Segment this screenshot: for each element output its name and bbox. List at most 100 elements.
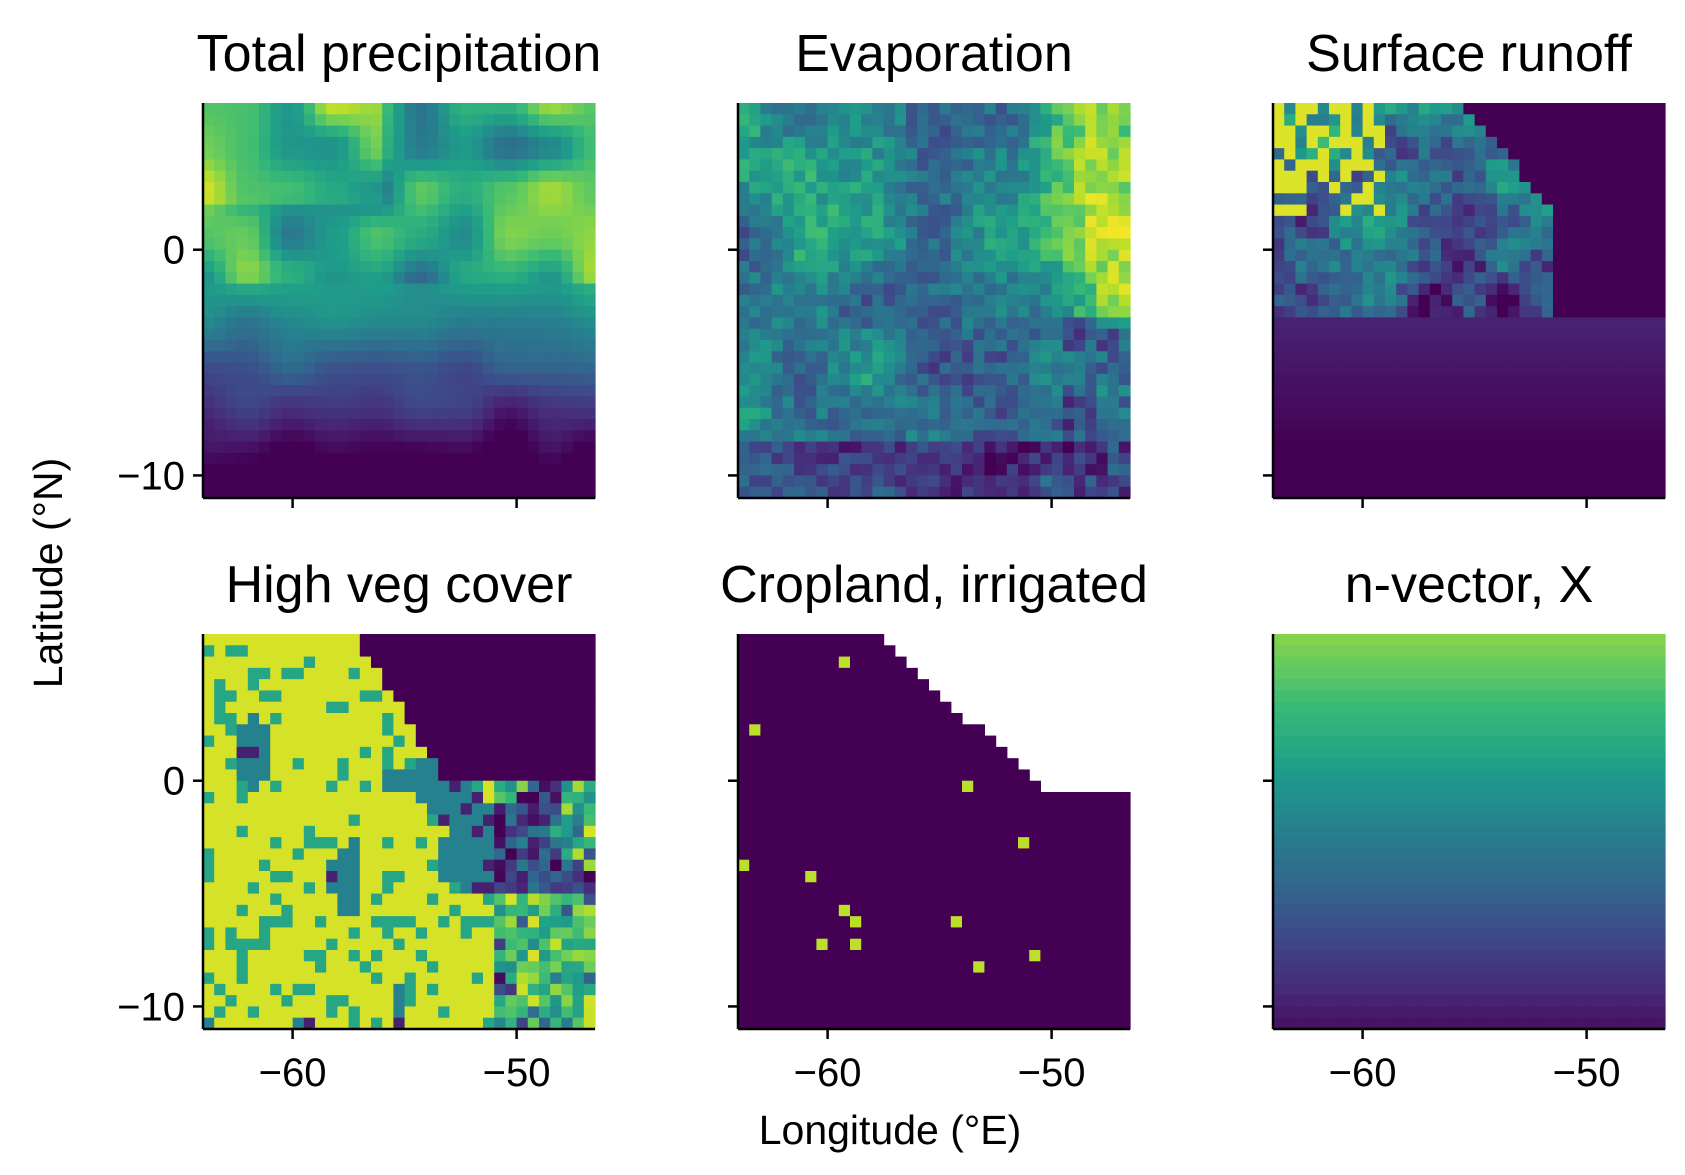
heatmap-cell [382, 373, 394, 386]
heatmap-cell [1541, 114, 1554, 127]
heatmap-cell [337, 396, 350, 409]
heatmap-cell [1575, 486, 1588, 499]
heatmap-cell [281, 701, 294, 714]
heatmap-cell [259, 746, 271, 759]
heatmap-cell [939, 238, 952, 251]
heatmap-cell [415, 803, 428, 816]
heatmap-cell [505, 724, 518, 737]
heatmap-cell [348, 475, 361, 488]
heatmap-cell [1074, 227, 1086, 240]
heatmap-cell [1429, 103, 1442, 115]
heatmap-cell [393, 825, 406, 838]
heatmap-cell [1407, 272, 1420, 285]
heatmap-cells [738, 103, 1131, 499]
heatmap-cell [1284, 373, 1296, 386]
heatmap-cell [427, 114, 439, 127]
heatmap-cell [973, 238, 985, 251]
heatmap-cell [1040, 430, 1053, 443]
heatmap-cell [270, 215, 282, 228]
heatmap-cell [449, 972, 462, 985]
heatmap-cell [236, 452, 249, 465]
heatmap-cell [1575, 294, 1588, 307]
heatmap-cell [883, 103, 896, 115]
heatmap-cell [1329, 441, 1341, 454]
heatmap-cell [827, 193, 840, 206]
heatmap-cell [404, 1006, 417, 1019]
heatmap-cell [259, 837, 271, 850]
heatmap-cell [494, 950, 506, 962]
heatmap-cell [1564, 170, 1576, 183]
heatmap-cell [516, 351, 529, 364]
heatmap-cell [894, 283, 907, 296]
heatmap-cell [1085, 272, 1097, 285]
heatmap-cell [794, 317, 806, 330]
heatmap-cell [1519, 306, 1532, 319]
heatmap-cell [359, 272, 372, 285]
heatmap-cell [1085, 215, 1097, 228]
heatmap-cell [460, 136, 473, 149]
panel-title: Total precipitation [197, 25, 602, 83]
heatmap-cell [483, 238, 495, 251]
heatmap-cell [415, 769, 428, 782]
heatmap-cell [527, 328, 540, 341]
heatmap-cell [326, 724, 338, 737]
heatmap-cell [1284, 182, 1296, 194]
heatmap-cell [404, 170, 417, 183]
heatmap-cell [1006, 215, 1019, 228]
heatmap-cell [1620, 159, 1632, 172]
heatmap-cell [449, 103, 462, 115]
heatmap-cell [1474, 407, 1487, 420]
heatmap-cell [315, 419, 327, 431]
heatmap-cell [1306, 272, 1319, 285]
heatmap-cell [270, 182, 282, 194]
heatmap-cell [438, 193, 450, 206]
heatmap-cell [1051, 441, 1064, 454]
heatmap-cell [225, 961, 238, 974]
heatmap-cell [259, 294, 271, 307]
heatmap-cell [1295, 182, 1308, 194]
heatmap-cell [415, 385, 428, 398]
heatmap-cell [771, 294, 784, 307]
heatmap-cell [303, 769, 316, 782]
heatmap-cell [348, 634, 361, 646]
heatmap-cell [939, 193, 952, 206]
heatmap-cell [1340, 464, 1352, 477]
heatmap-cell [1317, 103, 1330, 115]
heatmap-cell [1051, 238, 1064, 251]
heatmap-cell [939, 486, 952, 499]
heatmap-cell [348, 464, 361, 477]
heatmap-cell [326, 792, 338, 804]
heatmap-cell [471, 814, 484, 827]
heatmap-cell [236, 758, 249, 771]
heatmap-cell [771, 645, 784, 658]
heatmap-cell [460, 272, 473, 285]
heatmap-cell [550, 645, 562, 658]
heatmap-cell [1508, 238, 1520, 251]
heatmap-cell [1062, 441, 1075, 454]
heatmap-cell [1273, 430, 1285, 443]
heatmap-cell [348, 430, 361, 443]
heatmap-cell [1317, 419, 1330, 431]
heatmap-cell [281, 294, 294, 307]
heatmap-cell [1418, 351, 1431, 364]
heatmap-cell [749, 215, 761, 228]
heatmap-cell [1040, 204, 1053, 217]
heatmap-cell [516, 667, 529, 680]
heatmap-cell [1463, 238, 1476, 251]
heatmap-cell [1564, 306, 1576, 319]
heatmap-cell [203, 769, 215, 782]
heatmap-cell [1074, 204, 1086, 217]
heatmap-cell [749, 328, 761, 341]
heatmap-cell [906, 103, 918, 115]
heatmap-cell [259, 464, 271, 477]
heatmap-cell [1062, 385, 1075, 398]
heatmap-cell [771, 238, 784, 251]
heatmap-cell [1407, 204, 1420, 217]
heatmap-cell [1631, 430, 1644, 443]
heatmap-cell [303, 803, 316, 816]
heatmap-cell [1329, 452, 1341, 465]
heatmap-cell [326, 373, 338, 386]
heatmap-cell [561, 814, 574, 827]
heatmap-cell [939, 396, 952, 409]
heatmap-cell [850, 645, 862, 658]
